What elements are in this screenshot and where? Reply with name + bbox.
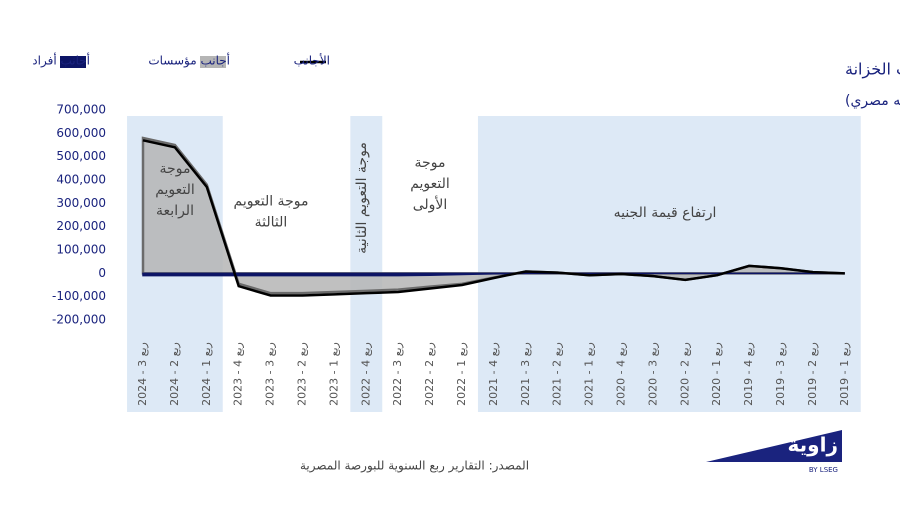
logo-tagline: BY LSEG: [809, 466, 838, 474]
annotation: الرابعة: [156, 203, 194, 219]
legend-swatch: [60, 56, 86, 68]
annotation: ارتفاع قيمة الجنيه: [614, 205, 717, 221]
x-tick-label: ربع 3 - 2020: [646, 342, 659, 406]
y-tick-label: 300,000: [56, 196, 106, 210]
x-tick-label: ربع 2 - 2023: [296, 342, 309, 406]
annotation: الثالثة: [255, 215, 288, 231]
y-tick-label: 700,000: [56, 103, 106, 117]
annotation: موجة: [160, 161, 191, 177]
x-tick-label: ربع 4 - 2022: [359, 342, 372, 406]
line: [142, 139, 845, 297]
y-tick-label: 200,000: [56, 219, 106, 233]
x-tick-label: ربع 3 - 2019: [774, 342, 787, 406]
y-tick-label: 0: [98, 266, 106, 280]
x-tick-label: ربع 1 - 2024: [200, 342, 213, 406]
x-tick-label: ربع 4 - 2020: [615, 342, 628, 406]
period-band: [350, 116, 383, 412]
x-tick-label: ربع 3 - 2022: [391, 342, 404, 406]
source-note: المصدر: التقارير ربع السنوية للبورصة الم…: [300, 459, 529, 474]
legend-swatch: [200, 56, 226, 68]
x-tick-label: ربع 2 - 2021: [551, 342, 564, 406]
y-tick-label: 400,000: [56, 173, 106, 187]
annotation: موجة التعويم الثانية: [354, 142, 370, 254]
annotation: الأولى: [413, 195, 448, 213]
x-tick-label: ربع 4 - 2019: [742, 342, 755, 406]
y-tick-label: -200,000: [52, 313, 106, 327]
x-tick-label: ربع 1 - 2023: [327, 342, 340, 406]
y-tick-label: 100,000: [56, 243, 106, 257]
x-tick-label: ربع 1 - 2021: [583, 342, 596, 406]
period-band: [477, 116, 861, 412]
x-tick-label: ربع 2 - 2020: [678, 342, 691, 406]
x-tick-label: ربع 2 - 2019: [806, 342, 819, 406]
logo-name: زاوية: [788, 433, 838, 457]
annotation: موجة التعويم: [234, 194, 309, 210]
chart-title: تداولات الأجانب في أدوات الخزانة: [845, 59, 900, 80]
x-tick-label: ربع 3 - 2021: [519, 342, 532, 406]
legend-label: الأجانب: [294, 53, 330, 68]
x-tick-label: ربع 1 - 2022: [455, 342, 468, 406]
x-tick-label: ربع 2 - 2024: [168, 342, 181, 406]
x-tick-label: ربع 3 - 2023: [264, 342, 277, 406]
chart-subtitle: (ربع سنوي تراكمي، ربع 1 - 2019 حتى ربع 3…: [845, 93, 900, 109]
x-tick-label: ربع 3 - 2024: [136, 342, 149, 406]
area: [142, 272, 845, 277]
annotation: التعويم: [155, 182, 195, 198]
annotation: التعويم: [410, 176, 450, 192]
x-tick-label: ربع 2 - 2022: [423, 342, 436, 406]
legend-label: أجانب مؤسسات: [148, 53, 230, 69]
y-tick-label: 600,000: [56, 126, 106, 140]
annotation: موجة: [415, 155, 446, 171]
y-tick-label: -100,000: [52, 289, 106, 303]
y-tick-label: 500,000: [56, 149, 106, 163]
x-tick-label: ربع 1 - 2019: [838, 342, 851, 406]
x-tick-label: ربع 4 - 2021: [487, 342, 500, 406]
legend-label: أجانب أفراد: [32, 53, 90, 69]
x-tick-label: ربع 4 - 2023: [232, 342, 245, 406]
logo-shape: [706, 430, 842, 462]
x-tick-label: ربع 1 - 2020: [710, 342, 723, 406]
